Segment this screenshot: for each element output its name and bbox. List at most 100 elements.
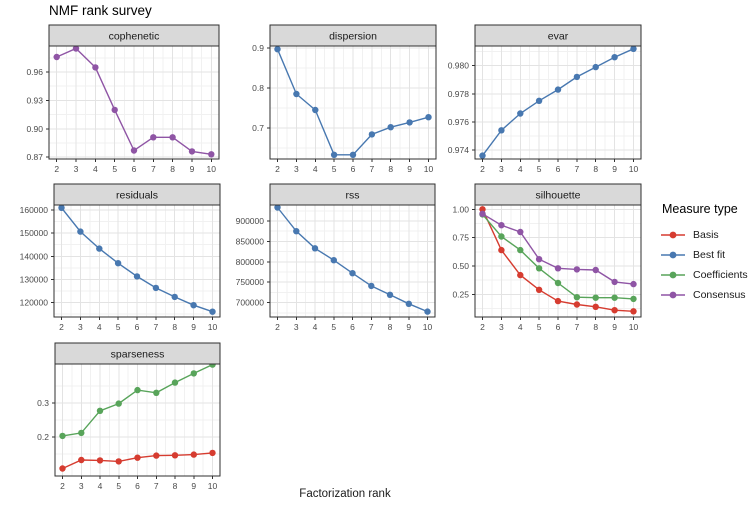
best-fit-point — [58, 204, 65, 211]
x-tick-label: 6 — [350, 322, 355, 332]
legend-key-best-fit-icon — [661, 251, 685, 259]
facet-strip — [474, 183, 642, 206]
facet-title: silhouette — [536, 190, 581, 202]
x-tick-label: 3 — [294, 164, 299, 174]
x-tick-label: 7 — [369, 164, 374, 174]
consensus-point — [535, 256, 543, 263]
x-tick-label: 4 — [97, 322, 102, 332]
facet-strip — [269, 24, 437, 47]
best-fit-point — [77, 228, 84, 235]
y-tick-label: 800000 — [236, 257, 265, 267]
legend-entry-consensus: Consensus — [660, 285, 748, 305]
x-tick-label: 8 — [593, 322, 598, 332]
consensus-point — [611, 278, 618, 286]
legend-entry-coefficients: Coefficients — [660, 265, 748, 285]
basis-point — [592, 303, 599, 310]
x-tick-label: 10 — [208, 481, 218, 491]
basis-point — [78, 456, 85, 464]
coefficients-point — [171, 379, 179, 386]
x-tick-label: 3 — [499, 164, 504, 174]
y-tick-label: 700000 — [236, 298, 265, 308]
best-fit-point — [424, 308, 431, 315]
consensus-point — [592, 266, 599, 274]
best-fit-point — [405, 300, 412, 307]
best-fit-point — [498, 127, 505, 134]
y-axis: 700000 750000 800000 850000 900000 — [236, 216, 270, 308]
panel-dispersion: dispersion 0.7 0.8 0.9 2 3 4 5 6 7 8 9 10 — [252, 24, 437, 174]
x-tick-label: 9 — [407, 164, 412, 174]
x-tick-label: 3 — [499, 322, 504, 332]
best-fit-point — [611, 54, 618, 61]
best-fit-point — [311, 245, 319, 252]
consensus-point — [479, 210, 486, 217]
coefficients-point — [630, 295, 637, 303]
x-tick-label: 5 — [116, 322, 121, 332]
y-tick-label: 0.90 — [26, 124, 43, 134]
x-tick-label: 9 — [612, 164, 617, 174]
x-tick-label: 9 — [191, 322, 196, 332]
grid-major — [270, 46, 436, 159]
consensus-point — [573, 266, 581, 273]
x-axis: 2 3 4 5 6 7 8 9 10 — [480, 317, 638, 332]
x-tick-label: 8 — [388, 164, 393, 174]
y-axis: 0.974 0.976 0.978 0.980 — [448, 61, 475, 155]
consensus-point — [630, 280, 637, 288]
best-fit-point — [293, 90, 300, 98]
facet-strip — [54, 342, 221, 365]
coefficients-point — [517, 246, 524, 254]
y-axis: 0.7 0.8 0.9 — [252, 43, 270, 133]
y-tick-label: 0.978 — [448, 89, 470, 99]
facet-strip — [53, 183, 221, 206]
x-axis: 2 3 4 5 6 7 8 9 10 — [60, 476, 217, 491]
x-axis-title: Factorization rank — [299, 488, 391, 500]
best-fit-point — [114, 260, 122, 267]
best-fit-point — [171, 293, 178, 301]
facet-strip — [48, 24, 220, 47]
basis-point — [630, 308, 637, 315]
x-tick-label: 7 — [369, 322, 374, 332]
x-tick-label: 2 — [54, 164, 59, 174]
legend-key-consensus-icon — [661, 291, 685, 299]
x-tick-label: 8 — [173, 481, 178, 491]
x-tick-label: 5 — [537, 164, 542, 174]
grid-minor — [49, 46, 219, 159]
x-tick-label: 10 — [207, 164, 217, 174]
best-fit-point — [425, 114, 432, 121]
x-tick-label: 3 — [78, 322, 83, 332]
panel-residuals: residuals 120000 130000 140000 150000 160000 2… — [20, 183, 221, 332]
best-fit-point — [387, 124, 394, 131]
y-tick-label: 0.976 — [448, 117, 470, 127]
x-tick-label: 6 — [556, 322, 561, 332]
best-fit-point — [209, 308, 216, 315]
consensus-point — [150, 134, 157, 141]
x-tick-label: 6 — [556, 164, 561, 174]
best-fit-point — [312, 106, 319, 114]
best-fit-point — [152, 284, 160, 292]
facet-title: cophenetic — [109, 31, 160, 43]
x-tick-label: 3 — [294, 322, 299, 332]
consensus-point — [208, 151, 215, 158]
coefficients-point — [78, 429, 85, 437]
x-tick-label: 10 — [208, 322, 218, 332]
best-fit-point — [190, 302, 197, 309]
x-tick-label: 6 — [135, 481, 140, 491]
legend: Measure type Basis Best fit Coefficients Co… — [660, 202, 748, 305]
x-tick-label: 4 — [313, 164, 318, 174]
y-tick-label: 0.50 — [452, 261, 469, 271]
x-tick-label: 10 — [423, 322, 433, 332]
panel-evar: evar 0.974 0.976 0.978 0.980 2 3 4 5 6 7 8 9 10 — [448, 24, 642, 174]
best-fit-point — [330, 257, 337, 264]
x-tick-label: 2 — [275, 322, 280, 332]
consensus-point — [130, 147, 138, 154]
x-tick-label: 5 — [112, 164, 117, 174]
facet-title: dispersion — [329, 31, 377, 43]
best-fit-point — [293, 228, 300, 235]
best-fit-point — [349, 151, 357, 158]
best-fit-point — [133, 273, 141, 280]
y-tick-label: 850000 — [236, 236, 265, 246]
panel-sparseness: sparseness 0.2 0.3 2 3 4 5 6 7 8 9 10 — [37, 342, 221, 491]
x-tick-label: 4 — [518, 164, 523, 174]
best-fit-point — [554, 86, 562, 93]
x-tick-label: 8 — [172, 322, 177, 332]
